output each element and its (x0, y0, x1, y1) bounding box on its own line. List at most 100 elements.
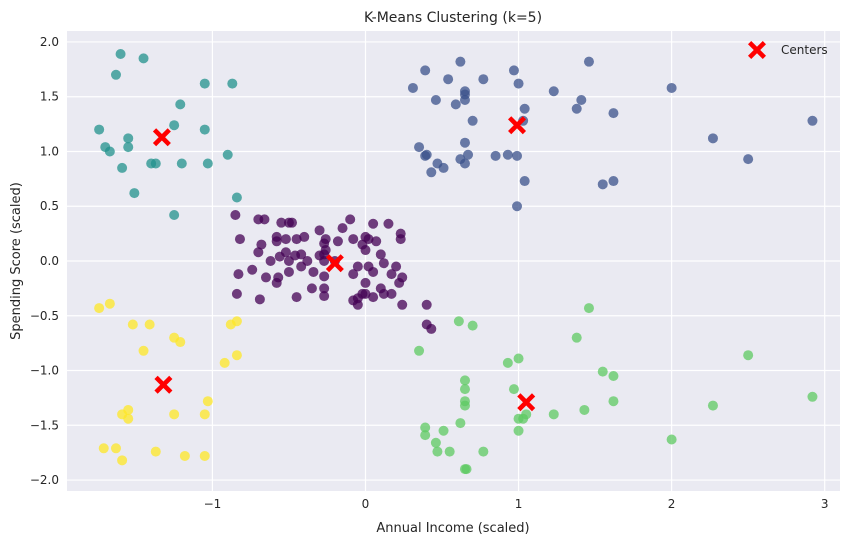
data-point-cluster-0 (378, 258, 389, 269)
data-point-cluster-3 (513, 425, 524, 436)
data-point-cluster-3 (432, 446, 443, 457)
data-point-cluster-0 (319, 238, 330, 249)
data-point-cluster-0 (360, 277, 371, 288)
cluster-points (94, 49, 818, 475)
data-point-cluster-3 (502, 357, 513, 368)
data-point-cluster-0 (360, 245, 371, 256)
data-point-cluster-0 (280, 247, 291, 258)
data-point-cluster-3 (579, 404, 590, 415)
data-point-cluster-0 (265, 256, 276, 266)
data-point-cluster-4 (231, 316, 242, 327)
data-point-cluster-4 (219, 357, 230, 368)
data-point-cluster-0 (368, 266, 379, 277)
data-point-cluster-3 (459, 400, 470, 411)
chart-title: K-Means Clustering (k=5) (364, 10, 542, 26)
data-point-cluster-3 (571, 332, 582, 343)
data-point-cluster-0 (319, 283, 330, 294)
data-point-cluster-0 (299, 231, 310, 242)
data-point-cluster-3 (459, 375, 470, 386)
data-point-cluster-1 (519, 103, 530, 114)
center-marker (325, 254, 344, 273)
data-point-cluster-3 (807, 391, 818, 402)
data-point-cluster-0 (271, 236, 282, 247)
data-point-cluster-2 (231, 192, 242, 203)
legend-x-marker (748, 41, 766, 59)
data-point-cluster-1 (478, 74, 489, 85)
data-point-cluster-2 (222, 149, 233, 160)
y-tick-label: −0.5 (30, 309, 59, 323)
data-point-cluster-2 (202, 158, 213, 169)
data-point-cluster-1 (490, 150, 501, 161)
data-point-cluster-1 (459, 137, 470, 148)
data-point-cluster-2 (104, 146, 115, 157)
data-point-cluster-3 (459, 384, 470, 395)
data-point-cluster-1 (583, 56, 594, 67)
data-point-cluster-0 (348, 234, 359, 245)
data-point-cluster-3 (467, 320, 478, 331)
data-point-cluster-3 (414, 345, 425, 356)
data-point-cluster-0 (230, 210, 241, 220)
data-point-cluster-0 (259, 214, 270, 225)
data-point-cluster-0 (332, 236, 343, 247)
data-point-cluster-1 (512, 150, 523, 161)
data-point-cluster-1 (443, 74, 454, 85)
data-point-cluster-0 (337, 223, 348, 234)
data-point-cluster-0 (231, 288, 242, 299)
data-point-cluster-0 (296, 249, 307, 260)
x-tick-label: 0 (362, 497, 370, 511)
data-point-cluster-2 (138, 53, 149, 64)
data-point-cluster-1 (597, 179, 608, 190)
data-point-cluster-0 (254, 294, 265, 305)
data-point-cluster-0 (386, 269, 397, 280)
data-point-cluster-1 (459, 158, 470, 169)
data-point-cluster-3 (508, 384, 519, 395)
x-tick-label: 3 (821, 497, 829, 511)
y-tick-label: 1.0 (40, 144, 59, 158)
data-point-cluster-0 (271, 277, 282, 288)
grid-lines (67, 31, 840, 491)
data-point-cluster-0 (291, 234, 302, 245)
data-point-cluster-0 (283, 266, 294, 277)
data-point-cluster-1 (463, 149, 474, 160)
data-point-cluster-0 (395, 234, 406, 245)
y-tick-label: 0.5 (40, 199, 59, 213)
data-point-cluster-1 (608, 108, 619, 119)
data-point-cluster-3 (521, 409, 532, 420)
data-point-cluster-0 (421, 299, 432, 310)
data-point-cluster-0 (375, 249, 386, 260)
data-point-cluster-1 (576, 95, 587, 105)
data-point-cluster-0 (296, 261, 307, 272)
data-point-cluster-4 (202, 396, 213, 407)
data-point-cluster-3 (597, 366, 608, 377)
data-point-cluster-1 (407, 82, 418, 93)
x-axis-label: Annual Income (scaled) (376, 521, 529, 536)
data-point-cluster-0 (352, 261, 363, 272)
data-point-cluster-3 (420, 422, 431, 433)
y-axis-label: Spending Score (scaled) (9, 182, 24, 340)
data-point-cluster-0 (397, 299, 408, 310)
data-point-cluster-1 (807, 115, 818, 126)
data-point-cluster-1 (512, 201, 523, 212)
data-point-cluster-2 (94, 124, 105, 135)
data-point-cluster-0 (391, 261, 402, 272)
data-point-cluster-1 (455, 56, 466, 67)
y-tick-label: 0.0 (40, 254, 59, 268)
data-point-cluster-0 (394, 277, 405, 288)
data-point-cluster-4 (98, 443, 109, 454)
y-tick-label: 2.0 (40, 35, 59, 49)
data-point-cluster-1 (666, 82, 677, 93)
data-point-cluster-1 (450, 99, 461, 110)
y-tick-label: −2.0 (30, 473, 59, 487)
x-tick-label: 2 (668, 497, 676, 511)
center-marker (517, 393, 536, 412)
data-point-cluster-4 (94, 303, 105, 314)
data-point-cluster-1 (502, 149, 513, 160)
legend-marker-centers (748, 41, 766, 59)
y-tick-label: −1.5 (30, 418, 59, 432)
data-point-cluster-2 (117, 162, 128, 173)
data-point-cluster-1 (421, 149, 432, 160)
data-point-cluster-4 (110, 443, 121, 454)
data-point-cluster-0 (319, 271, 330, 282)
data-point-cluster-3 (548, 409, 559, 420)
